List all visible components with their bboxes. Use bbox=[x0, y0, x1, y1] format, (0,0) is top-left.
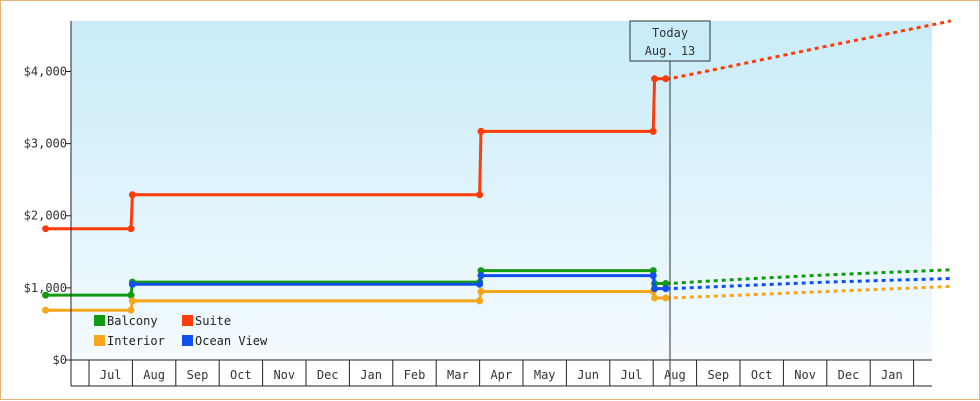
x-tick-label: Dec bbox=[317, 368, 339, 382]
today-marker: Today Aug. 13 bbox=[629, 20, 711, 386]
y-tick-label: $2,000 bbox=[24, 209, 67, 223]
x-tick-label: Nov bbox=[273, 368, 295, 382]
data-point-balcony bbox=[42, 291, 50, 299]
data-point-ocean-view bbox=[649, 272, 657, 280]
series-line-suite bbox=[45, 77, 666, 231]
data-point-suite bbox=[42, 225, 50, 233]
data-point-ocean-view bbox=[662, 285, 670, 293]
legend-swatch-balcony bbox=[94, 315, 105, 326]
x-tick-label: Apr bbox=[490, 368, 512, 382]
x-tick-label: Feb bbox=[404, 368, 426, 382]
legend-label-ocean-view: Ocean View bbox=[195, 334, 268, 348]
today-label-box bbox=[629, 20, 711, 62]
x-tick-label: Sep bbox=[187, 368, 209, 382]
legend-label-balcony: Balcony bbox=[107, 314, 158, 328]
data-point-ocean-view bbox=[651, 285, 659, 293]
data-point-ocean-view bbox=[128, 280, 136, 288]
legend-label-interior: Interior bbox=[107, 334, 165, 348]
x-tick-label: Nov bbox=[794, 368, 816, 382]
y-tick-label: $1,000 bbox=[24, 281, 67, 295]
data-point-interior bbox=[477, 288, 485, 295]
legend-swatch-ocean-view bbox=[182, 335, 193, 346]
x-tick-label: May bbox=[534, 368, 556, 382]
x-tick-label: Oct bbox=[751, 368, 773, 382]
plot-area bbox=[71, 21, 932, 360]
x-tick-label: Jul bbox=[621, 368, 643, 382]
axis-layer: $0 $1,000 $2,000 $3,000 $4,000 Jul Aug Sep Oct No… bbox=[24, 21, 932, 387]
x-tick-label: Jul bbox=[100, 368, 122, 382]
data-point-interior bbox=[651, 294, 659, 302]
data-point-balcony bbox=[127, 291, 135, 299]
x-tick-label: Oct bbox=[230, 368, 252, 382]
legend: Balcony Suite Interior Ocean View bbox=[94, 314, 268, 348]
legend-swatch-suite bbox=[182, 315, 193, 326]
x-tick-label: Jan bbox=[881, 368, 903, 382]
y-tick-label: $4,000 bbox=[24, 64, 67, 78]
data-point-suite bbox=[127, 225, 135, 233]
legend-label-suite: Suite bbox=[195, 314, 231, 328]
x-tick-label: Jun bbox=[577, 368, 599, 382]
data-point-ocean-view bbox=[476, 280, 484, 288]
data-point-suite bbox=[651, 75, 659, 83]
series-layer bbox=[42, 19, 952, 314]
data-point-balcony bbox=[477, 267, 485, 275]
data-point-suite bbox=[476, 191, 484, 199]
data-point-suite bbox=[662, 75, 670, 83]
data-point-interior bbox=[128, 297, 136, 305]
data-point-interior bbox=[127, 306, 135, 314]
today-label-line1: Today bbox=[652, 26, 688, 40]
today-label-line2: Aug. 13 bbox=[645, 44, 696, 58]
x-tick-label: Jan bbox=[360, 368, 382, 382]
x-tick-label: Aug bbox=[143, 368, 165, 382]
y-tick-label: $3,000 bbox=[24, 137, 67, 151]
data-point-balcony bbox=[649, 267, 657, 275]
legend-swatch-interior bbox=[94, 335, 105, 346]
data-point-interior bbox=[476, 297, 484, 305]
data-point-balcony bbox=[662, 280, 670, 287]
x-tick-label: Sep bbox=[707, 368, 729, 382]
data-point-suite bbox=[477, 127, 485, 135]
x-tick-label: Mar bbox=[447, 368, 469, 382]
x-tick-label: Aug bbox=[664, 368, 686, 382]
data-point-ocean-view bbox=[477, 272, 485, 280]
data-point-interior bbox=[662, 294, 670, 302]
x-tick-label: Dec bbox=[838, 368, 860, 382]
data-point-suite bbox=[128, 191, 136, 199]
y-tick-label: $0 bbox=[53, 353, 67, 367]
data-point-suite bbox=[649, 127, 657, 135]
data-point-interior bbox=[42, 306, 50, 314]
